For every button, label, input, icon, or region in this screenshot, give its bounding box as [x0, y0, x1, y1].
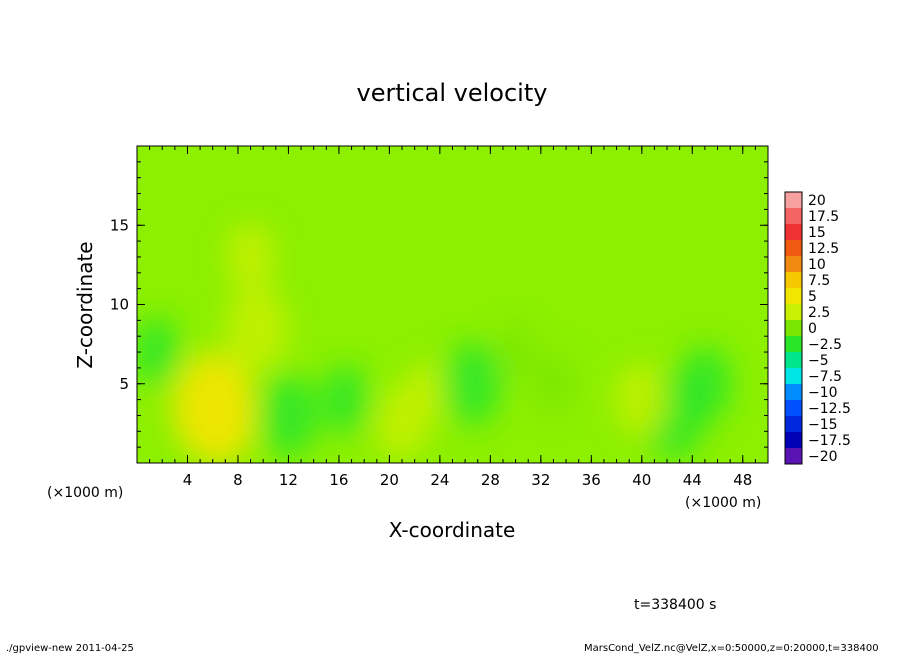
colorbar-label: −5: [808, 353, 829, 369]
x-tick-label: 4: [183, 471, 193, 489]
x-unit-label-right: (×1000 m): [685, 495, 761, 511]
colorbar-swatch: [785, 336, 802, 353]
colorbar-swatch: [785, 384, 802, 401]
colorbar-label: 17.5: [808, 209, 839, 225]
colorbar-swatch: [785, 288, 802, 305]
velocity-feature: [226, 222, 275, 291]
colorbar-swatch: [785, 240, 802, 257]
colorbar-swatch: [785, 400, 802, 417]
colorbar-swatch: [785, 208, 802, 225]
y-axis-label: Z-coordinate: [73, 241, 97, 368]
footer-right: MarsCond_VelZ.nc@VelZ,x=0:50000,z=0:2000…: [584, 643, 879, 654]
colorbar-label: −15: [808, 417, 838, 433]
colorbar-label: 10: [808, 257, 826, 273]
x-unit-label-left: (×1000 m): [47, 485, 123, 501]
colorbar-label: 12.5: [808, 241, 839, 257]
colorbar-swatch: [785, 320, 802, 337]
colorbar-frame: [784, 191, 803, 465]
x-tick-label: 20: [380, 471, 399, 489]
colorbar-label: −17.5: [808, 433, 851, 449]
y-axis: 5 10 15: [110, 145, 768, 464]
x-axis-label: X-coordinate: [389, 518, 516, 542]
y-tick-label: 10: [110, 296, 129, 314]
colorbar-swatch: [785, 352, 802, 369]
colorbar-label: −7.5: [808, 369, 842, 385]
colorbar-label: −2.5: [808, 337, 842, 353]
colorbar-label: 20: [808, 193, 826, 209]
velocity-feature: [258, 374, 319, 457]
x-tick-label: 8: [233, 471, 243, 489]
velocity-field: [137, 222, 732, 463]
colorbar-swatch: [785, 304, 802, 321]
x-tick-label: 36: [582, 471, 601, 489]
colorbar-label: 0: [808, 321, 817, 337]
velocity-feature: [182, 366, 256, 463]
x-tick-label: 28: [481, 471, 500, 489]
colorbar-swatch: [785, 224, 802, 241]
colorbar-label: −12.5: [808, 401, 851, 417]
colorbar-swatch: [785, 192, 802, 209]
colorbar-label: 2.5: [808, 305, 830, 321]
y-tick-label: 5: [119, 375, 129, 393]
velocity-feature: [321, 365, 370, 434]
velocity-feature: [225, 285, 289, 372]
colorbar-label: −20: [808, 449, 838, 465]
x-tick-label: 44: [683, 471, 702, 489]
plot-area: [137, 146, 768, 463]
velocity-feature: [533, 354, 574, 413]
velocity-feature: [615, 362, 669, 437]
x-tick-label: 48: [733, 471, 752, 489]
x-tick-label: 40: [632, 471, 651, 489]
velocity-feature: [405, 360, 449, 423]
colorbar-swatch: [785, 432, 802, 449]
chart-title: vertical velocity: [357, 79, 548, 107]
x-axis: 4 8 12 16 20 24 28 32 36 40 44 48: [136, 146, 769, 489]
x-tick-label: 16: [329, 471, 348, 489]
colorbar-swatch: [785, 368, 802, 385]
colorbar-swatch: [785, 416, 802, 433]
velocity-feature: [678, 346, 732, 421]
colorbar: 2017.51512.5107.552.50−2.5−5−7.5−10−12.5…: [784, 191, 851, 465]
velocity-feature: [497, 325, 534, 379]
velocity-feature: [441, 342, 502, 425]
velocity-feature: [137, 318, 180, 387]
y-tick-label: 15: [110, 216, 129, 234]
colorbar-label: 15: [808, 225, 826, 241]
colorbar-swatch: [785, 272, 802, 289]
x-tick-label: 24: [430, 471, 449, 489]
colorbar-label: 5: [808, 289, 817, 305]
colorbar-label: −10: [808, 385, 838, 401]
x-tick-label: 12: [279, 471, 298, 489]
colorbar-swatch: [785, 256, 802, 273]
colorbar-swatch: [785, 448, 802, 465]
x-tick-label: 32: [531, 471, 550, 489]
time-label: t=338400 s: [634, 597, 716, 613]
footer-left: ./gpview-new 2011-04-25: [6, 643, 134, 654]
colorbar-label: 7.5: [808, 273, 830, 289]
